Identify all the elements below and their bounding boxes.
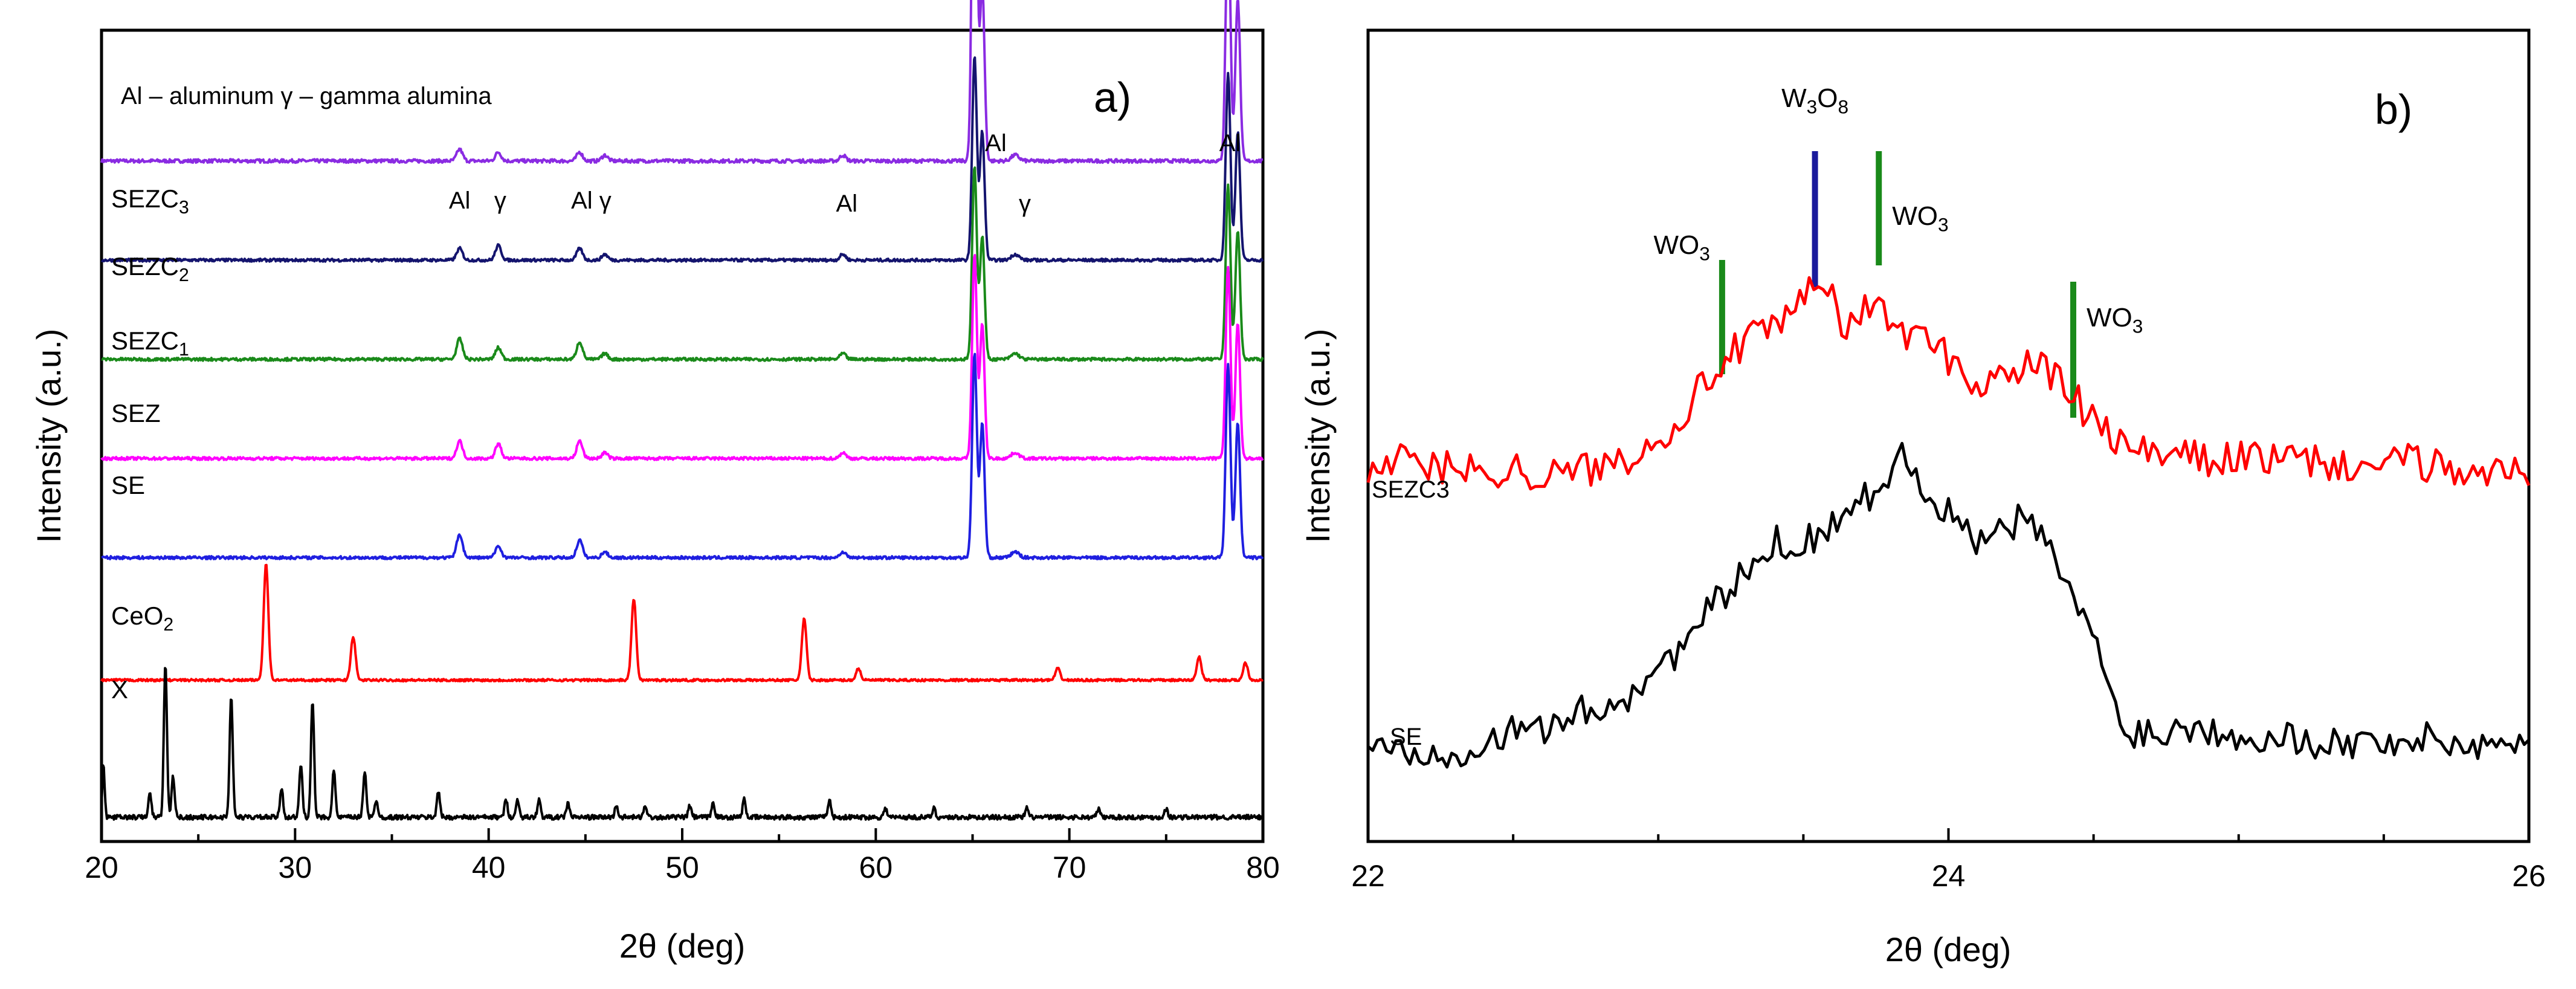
panel-a-tick-label: 80 xyxy=(1246,851,1280,884)
panel-a-series-label-sez: SEZ xyxy=(111,399,161,427)
panel-a-tick-label: 20 xyxy=(85,851,118,884)
panel-a-tick-label: 30 xyxy=(279,851,312,884)
panel-a-tick-label: 40 xyxy=(472,851,506,884)
panel-b: 22 24 26 WO3​ W3​O8​ WO3​ WO3​ SEZC3 SE b) 2θ … xyxy=(1299,28,2546,968)
panel-b-reference-lines: WO3​ W3​O8​ WO3​ WO3​ xyxy=(1654,83,2143,418)
panel-a-y-axis-label: Intensity (a.u.) xyxy=(30,329,68,543)
panel-b-label: b) xyxy=(2375,86,2412,133)
panel-b-frame xyxy=(1366,28,2531,843)
panel-a-series-labels: SEZC3​ SEZC2​ SEZC1​ SEZ SE CeO2​ X xyxy=(111,184,189,704)
panel-a-annotation: Al xyxy=(836,190,857,217)
panel-b-series xyxy=(1366,276,2531,769)
panel-a-legend-note: Al – aluminum γ – gamma alumina xyxy=(121,83,492,109)
panel-b-tick-label: 26 xyxy=(2512,859,2546,893)
panel-a-series-ceo2 xyxy=(100,563,1264,683)
panel-a-annotation: Al γ xyxy=(571,187,612,214)
panel-a-series-label-13x: X xyxy=(111,675,128,704)
panel-b-reference-label-wo3: WO3​ xyxy=(1654,230,1710,265)
panel-b-series-se xyxy=(1367,442,2530,769)
panel-b-x-ticks: 22 24 26 xyxy=(1351,828,2546,893)
panel-a-series xyxy=(100,0,1264,821)
panel-a-series-se xyxy=(101,352,1264,560)
panel-a: 20 30 40 50 60 70 80 SEZC3​ SEZC2​ SEZC1​ SEZ SE Ce… xyxy=(30,0,1280,965)
panel-b-tick-label: 22 xyxy=(1351,859,1385,893)
panel-a-series-label-ceo2: CeO2​ xyxy=(111,602,173,635)
panel-a-x-axis-label: 2θ (deg) xyxy=(619,927,746,965)
panel-a-annotation: Al xyxy=(1219,130,1241,157)
panel-b-series-label-se: SE xyxy=(1390,724,1422,750)
panel-b-reference-label-wo3: WO3​ xyxy=(2087,303,2143,337)
panel-a-annotation: Al xyxy=(985,130,1007,157)
panel-b-x-axis-label: 2θ (deg) xyxy=(1885,930,2012,968)
panel-a-series-sez xyxy=(100,254,1264,461)
panel-a-label: a) xyxy=(1094,74,1131,121)
panel-a-series-label-sezc1: SEZC1​ xyxy=(111,326,189,360)
panel-a-annotation: γ xyxy=(1019,190,1031,217)
panel-a-series-sezc2 xyxy=(100,56,1264,263)
panel-a-tick-label: 70 xyxy=(1053,851,1086,884)
panel-b-y-axis-label: Intensity (a.u.) xyxy=(1299,329,1337,543)
panel-a-annotation: Al xyxy=(449,187,471,214)
panel-a-tick-label: 60 xyxy=(859,851,893,884)
panel-a-tick-label: 50 xyxy=(665,851,699,884)
panel-a-series-label-sezc3: SEZC3​ xyxy=(111,184,189,218)
panel-a-frame xyxy=(100,28,1265,843)
panel-b-series-sezc3 xyxy=(1366,276,2531,491)
panel-b-reference-label-w3o8: W3​O8​ xyxy=(1781,83,1848,118)
panel-a-x-ticks: 20 30 40 50 60 70 80 xyxy=(85,828,1280,884)
panel-a-series-13x xyxy=(100,667,1264,821)
panel-a-series-label-sezc2: SEZC2​ xyxy=(111,252,189,285)
panel-a-series-label-se: SE xyxy=(111,471,145,499)
panel-b-series-label-sezc3: SEZC3 xyxy=(1372,476,1450,503)
panel-b-reference-label-wo3: WO3​ xyxy=(1892,201,1948,236)
panel-a-annotation: γ xyxy=(494,187,506,214)
panel-a-series-sezc1 xyxy=(101,166,1264,362)
panel-a-series-sezc3 xyxy=(100,0,1264,164)
panel-b-tick-label: 24 xyxy=(1932,859,1966,893)
panel-b-series-labels: SEZC3 SE xyxy=(1372,476,1450,750)
